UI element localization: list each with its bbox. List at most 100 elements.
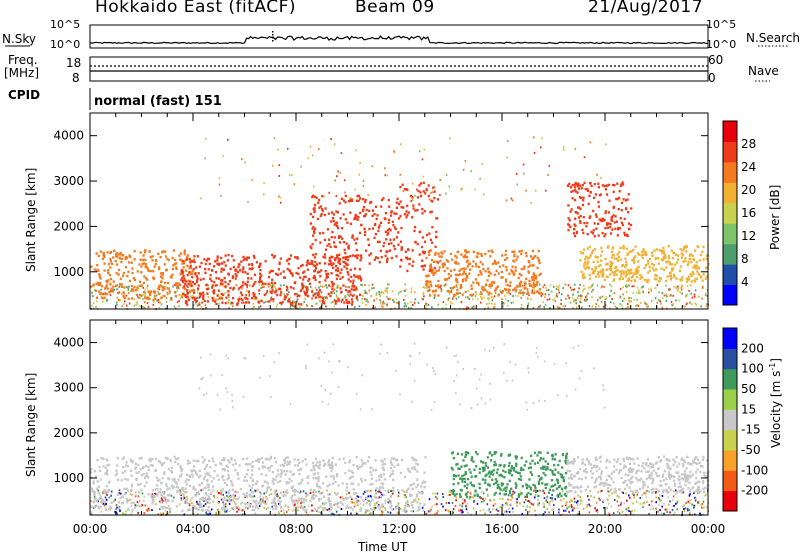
nsearch-dot xyxy=(272,37,274,39)
velocity-cell xyxy=(139,482,142,486)
power-cell xyxy=(160,296,163,299)
velocity-cell xyxy=(234,468,237,472)
velocity-cell xyxy=(260,492,263,496)
power-cell xyxy=(139,293,142,297)
velocity-cell xyxy=(337,505,340,509)
velocity-cell xyxy=(188,475,191,478)
power-cell xyxy=(687,278,690,281)
power-noise-cell xyxy=(269,284,272,286)
power-noise-cell xyxy=(294,304,296,307)
velocity-cell xyxy=(282,463,285,466)
power-cell xyxy=(180,295,184,299)
power-noise-cell xyxy=(248,293,251,296)
power-cell xyxy=(582,231,585,235)
power-noise-cell xyxy=(499,289,501,292)
power-cell xyxy=(309,222,313,225)
power-noise-cell xyxy=(628,300,630,303)
velocity-noise-cell xyxy=(482,508,485,511)
velocity-noise-cell xyxy=(130,505,133,508)
power-cell xyxy=(358,268,361,271)
power-noise-cell xyxy=(581,290,584,293)
power-noise-cell xyxy=(400,290,403,293)
velocity-cell xyxy=(317,506,320,510)
power-cell xyxy=(610,269,613,272)
power-cell xyxy=(368,209,371,212)
velocity-noise-cell xyxy=(449,489,451,492)
power-cell xyxy=(506,257,509,260)
velocity-cell xyxy=(282,494,285,498)
power-cell xyxy=(92,283,95,286)
power-noise-cell xyxy=(379,299,381,302)
power-cell xyxy=(320,213,323,216)
power-cell xyxy=(248,267,251,270)
velocity-noise-cell xyxy=(404,510,406,513)
power-noise-cell xyxy=(95,289,97,292)
velocity-noise-cell xyxy=(367,499,369,502)
velocity-cell xyxy=(239,488,242,491)
power-cell xyxy=(448,290,451,293)
velocity-cell xyxy=(396,504,400,508)
power-cell xyxy=(453,268,456,271)
power-cell xyxy=(96,263,99,267)
power-noise-cell xyxy=(378,291,380,293)
velocity-cell xyxy=(406,488,409,491)
power-noise-cell xyxy=(596,284,599,287)
power-noise-cell xyxy=(263,286,266,288)
velocity-noise-cell xyxy=(350,512,352,515)
power-cell xyxy=(202,294,205,297)
power-cell xyxy=(653,249,656,252)
velocity-cell xyxy=(412,500,415,504)
velocity-noise-cell xyxy=(134,504,137,507)
velocity-cell xyxy=(542,489,545,493)
power-noise-cell xyxy=(576,306,578,309)
power-cell xyxy=(318,270,321,273)
velocity-noise-cell xyxy=(570,504,573,507)
velocity-noise-cell xyxy=(302,490,305,493)
velocity-cell xyxy=(164,456,168,460)
power-cell xyxy=(395,255,398,258)
velocity-cell xyxy=(227,459,230,462)
power-cell xyxy=(643,253,646,256)
power-cell xyxy=(535,281,539,284)
power-cell xyxy=(227,253,230,257)
velocity-noise-cell xyxy=(546,501,549,503)
power-cell xyxy=(340,290,343,293)
velocity-noise-cell xyxy=(651,491,653,494)
velocity-cell xyxy=(170,471,174,474)
power-cell xyxy=(581,203,585,207)
power-cell xyxy=(338,235,341,238)
velocity-cell xyxy=(130,474,133,477)
power-cell xyxy=(614,269,617,273)
velocity-cell xyxy=(246,502,249,506)
velocity-cell xyxy=(204,497,207,500)
velocity-cell xyxy=(209,475,212,478)
power-cell xyxy=(574,186,577,189)
velocity-cell xyxy=(204,509,208,512)
power-cell xyxy=(111,262,114,265)
power-cell xyxy=(319,214,322,218)
power-cell xyxy=(309,212,312,216)
velocity-cell xyxy=(267,506,270,510)
power-cell xyxy=(202,291,205,294)
power-noise-cell xyxy=(407,307,410,310)
velocity-noise-cell xyxy=(276,493,278,496)
velocity-noise-cell xyxy=(254,506,257,509)
power-cell xyxy=(607,183,611,187)
power-cell xyxy=(702,245,705,249)
velocity-noise-cell xyxy=(110,494,112,497)
power-sparse-cell xyxy=(384,174,387,177)
power-cell xyxy=(373,258,376,261)
power-cell xyxy=(127,270,130,273)
power-noise-cell xyxy=(116,284,118,287)
power-cell xyxy=(301,286,304,290)
power-cell xyxy=(309,245,312,248)
power-cell xyxy=(601,270,604,273)
power-noise-cell xyxy=(555,288,558,291)
power-cell xyxy=(392,224,395,227)
power-noise-cell xyxy=(198,301,201,304)
power-cell xyxy=(316,263,319,266)
power-cell xyxy=(612,205,615,209)
velocity-cell xyxy=(318,460,322,464)
power-cell xyxy=(280,301,283,305)
velocity-cell xyxy=(236,471,239,475)
